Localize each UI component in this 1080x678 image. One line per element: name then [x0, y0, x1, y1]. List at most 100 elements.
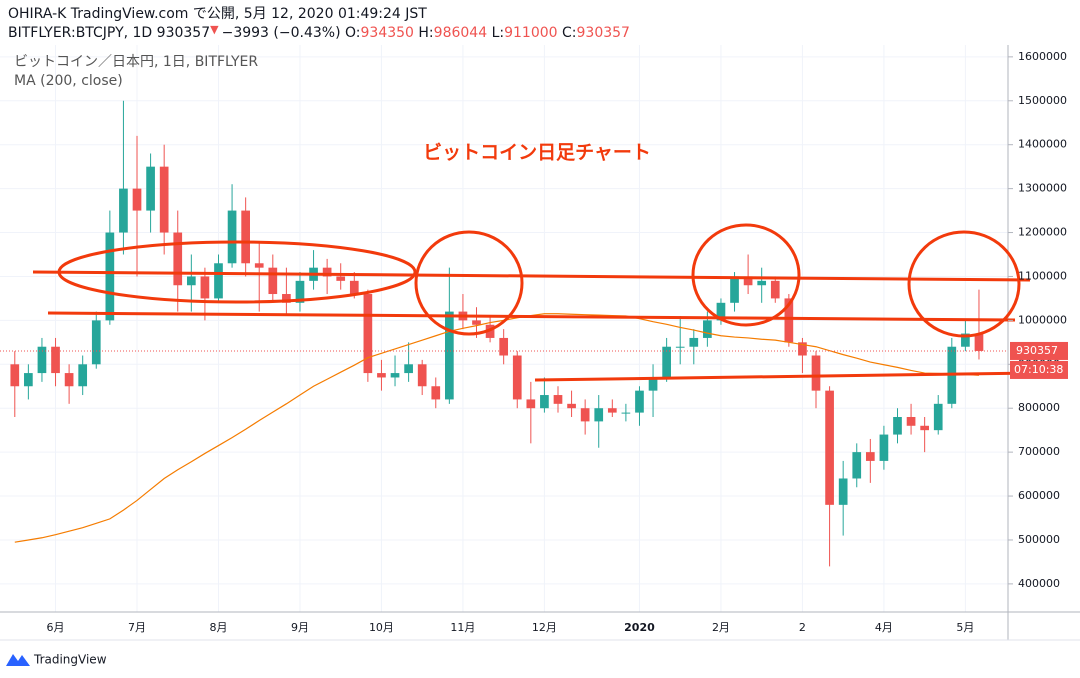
candle-body — [105, 232, 115, 321]
drawn-line — [534, 371, 1036, 382]
x-tick-label: 11月 — [450, 621, 475, 634]
candle-body — [920, 425, 929, 431]
candle-body — [540, 395, 549, 409]
drawings — [32, 223, 1036, 382]
y-tick-label: 1100000 — [1018, 269, 1067, 282]
candle-body — [635, 390, 644, 413]
candle-body — [703, 320, 712, 338]
candle-body — [282, 294, 291, 303]
candle-body — [377, 373, 386, 378]
candle-body — [893, 416, 902, 435]
candle-body — [417, 364, 427, 387]
last-price-box — [1010, 341, 1068, 360]
candle-body — [567, 403, 576, 409]
candle-body — [390, 373, 400, 378]
y-tick-label: 500000 — [1018, 533, 1060, 546]
candle-body — [906, 416, 916, 426]
drawn-circle — [907, 230, 1021, 338]
candle-body — [51, 346, 60, 374]
o-label: O: — [345, 25, 361, 41]
o-value: 934350 — [361, 25, 414, 41]
drawn-line — [32, 270, 1031, 282]
candle-body — [961, 333, 970, 347]
candle-body — [349, 280, 359, 295]
candle-body — [186, 276, 196, 286]
candle-body — [119, 188, 128, 233]
candle-body — [254, 263, 264, 268]
candle-body — [770, 280, 780, 299]
x-tick-label: 5月 — [956, 621, 974, 634]
countdown-box — [1010, 360, 1068, 379]
candle-body — [227, 210, 237, 264]
c-value: 930357 — [577, 25, 630, 41]
x-tick-label: 6月 — [47, 621, 65, 634]
candle-body — [445, 311, 454, 400]
arrow: ▼ — [210, 23, 219, 36]
annotation: ビットコイン日足チャート — [423, 142, 651, 164]
y-tick-label: 1300000 — [1018, 182, 1067, 195]
drawn-circle — [691, 223, 801, 327]
y-tick-label: 1400000 — [1018, 138, 1067, 151]
y-tick-label: 700000 — [1018, 445, 1060, 458]
l-value: 911000 — [504, 25, 557, 41]
x-tick-label: 7月 — [128, 621, 146, 634]
candle-body — [825, 390, 834, 505]
candle-body — [730, 276, 739, 303]
x-tick-label: 10月 — [369, 621, 394, 634]
candle-body — [865, 452, 875, 461]
candle-body — [431, 386, 441, 400]
drawn-circle — [414, 230, 524, 336]
candle-body — [675, 346, 685, 348]
candle-body — [607, 408, 617, 413]
ma-line — [14, 313, 980, 543]
candle-body — [838, 478, 848, 505]
countdown-label: 07:10:38 — [1014, 363, 1063, 376]
c-label: C: — [562, 25, 577, 41]
candle-body — [648, 377, 658, 391]
l-label: L: — [492, 25, 505, 41]
candle-body — [852, 452, 862, 479]
candle-body — [689, 337, 699, 347]
candle-body — [214, 263, 223, 299]
y-tick-label: 1000000 — [1018, 313, 1067, 326]
drawn-ellipse — [57, 240, 417, 304]
y-tick-label: 1600000 — [1018, 50, 1067, 63]
candle-body — [879, 434, 889, 461]
header-line: OHIRA-K TradingView.com で公開, 5月 12, 2020… — [8, 6, 427, 22]
candle-body — [322, 267, 332, 277]
h-label: H: — [418, 25, 433, 41]
y-tick-label: 400000 — [1018, 577, 1060, 590]
candle-body — [159, 166, 169, 233]
price: 930357 — [157, 25, 210, 41]
candle-body — [512, 355, 522, 400]
candle-body — [580, 408, 590, 422]
candle-body — [173, 232, 183, 286]
header-quote: BITFLYER:BTCJPY, 1D 930357▼ −3993 (−0.43%… — [8, 23, 630, 41]
y-tick-label: 800000 — [1018, 401, 1060, 414]
candle-body — [132, 188, 142, 211]
candle-body — [974, 333, 984, 351]
candle-body — [404, 364, 413, 374]
candle-body — [363, 294, 373, 374]
candle-body — [594, 408, 604, 422]
candle-body — [78, 364, 88, 387]
legend-ma: MA (200, close) — [14, 73, 123, 89]
x-tick-label: 2 — [799, 621, 806, 634]
candle-body — [662, 346, 671, 378]
candle-body — [743, 276, 753, 286]
y-tick-label: 600000 — [1018, 489, 1060, 502]
candle-body — [526, 399, 536, 409]
candle-body — [24, 373, 33, 387]
candle-body — [268, 267, 278, 295]
x-tick-label: 2月 — [712, 621, 730, 634]
x-tick-label: 8月 — [209, 621, 227, 634]
candle-body — [146, 166, 155, 211]
y-tick-label: 1500000 — [1018, 94, 1067, 107]
candle-body — [798, 342, 807, 356]
drawn-line — [47, 311, 1016, 322]
candle-body — [811, 355, 821, 391]
candle-body — [757, 280, 767, 286]
